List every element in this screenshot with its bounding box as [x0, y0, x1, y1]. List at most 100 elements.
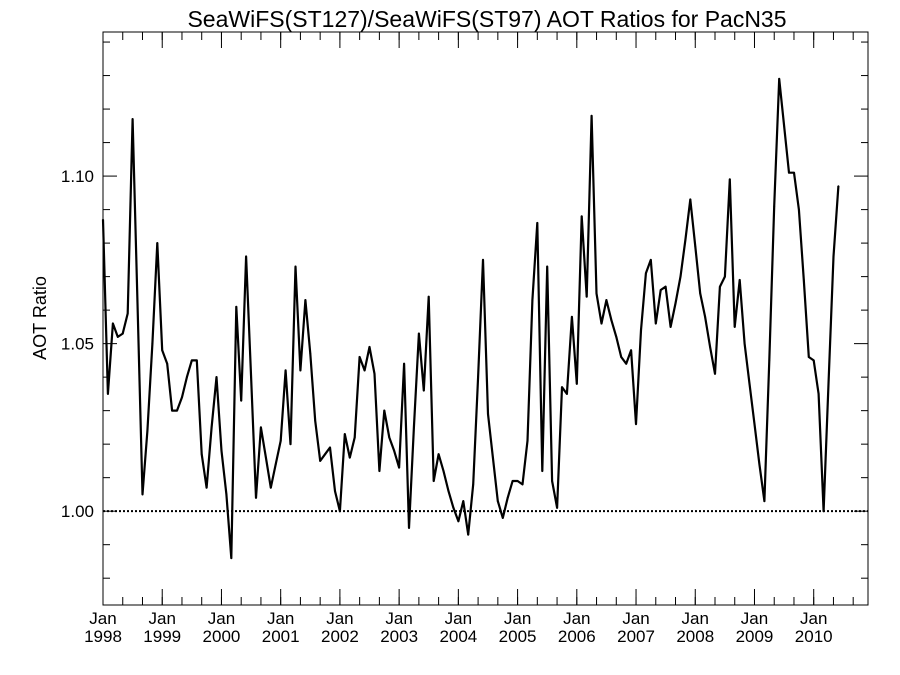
data-point [482, 258, 484, 261]
data-point [817, 392, 820, 395]
data-point [195, 359, 198, 362]
data-point [334, 490, 336, 492]
data-point [605, 299, 608, 301]
data-point [200, 453, 203, 456]
x-tick-label-year: 2007 [617, 627, 655, 646]
data-point [378, 470, 381, 472]
x-tick-label-year: 2003 [380, 627, 418, 646]
data-point [753, 423, 756, 425]
data-point [679, 275, 682, 278]
data-point [827, 382, 830, 385]
data-point [437, 453, 440, 456]
data-point [403, 362, 405, 365]
data-point [126, 312, 129, 315]
data-point [240, 399, 243, 402]
x-tick-label-month: Jan [267, 609, 294, 628]
data-point [181, 396, 183, 399]
data-point [121, 332, 124, 335]
data-point [205, 486, 208, 489]
data-point [422, 389, 425, 392]
data-point [793, 171, 795, 174]
x-tick-label-year: 2004 [439, 627, 477, 646]
x-tick-label-year: 2006 [558, 627, 596, 646]
data-point [413, 426, 415, 429]
data-point [575, 382, 578, 385]
data-point [339, 510, 341, 513]
data-point [408, 527, 410, 529]
data-point [477, 376, 479, 379]
data-point [131, 118, 134, 121]
data-point [210, 426, 213, 429]
x-tick-label-month: Jan [504, 609, 531, 628]
data-point [832, 255, 835, 258]
data-point [393, 449, 396, 452]
data-point [822, 510, 825, 513]
data-point [812, 359, 815, 362]
data-point [417, 332, 420, 335]
data-point [373, 372, 376, 375]
data-point [299, 369, 302, 372]
data-point [556, 506, 558, 509]
x-tick-label-month: Jan [149, 609, 176, 628]
data-point [107, 392, 109, 395]
data-point [640, 329, 642, 332]
x-tick-label-year: 2002 [321, 627, 359, 646]
data-point [615, 336, 618, 338]
x-tick-label-month: Jan [89, 609, 116, 628]
data-point [141, 493, 144, 496]
data-point [798, 208, 800, 211]
series-line [101, 77, 840, 560]
data-point [669, 325, 672, 328]
x-tick-label-month: Jan [563, 609, 590, 628]
x-tick-label-year: 1998 [84, 627, 122, 646]
data-point [704, 315, 707, 318]
data-point [353, 436, 356, 439]
data-point [659, 289, 662, 291]
data-point [645, 272, 647, 275]
data-point [284, 369, 287, 372]
data-point [294, 265, 297, 268]
data-point [304, 299, 307, 301]
data-point [778, 78, 781, 80]
plot-frame [102, 31, 869, 606]
data-point [462, 500, 465, 503]
x-tick-label-year: 2005 [499, 627, 537, 646]
data-point [551, 480, 554, 482]
data-point [714, 372, 716, 375]
data-point [487, 413, 489, 415]
data-point [580, 215, 583, 218]
data-point [225, 493, 228, 496]
data-point [220, 449, 223, 452]
data-point [368, 346, 371, 348]
data-point [536, 222, 539, 224]
data-point [348, 456, 351, 459]
data-point [343, 433, 346, 436]
data-point [620, 356, 623, 358]
data-point [664, 285, 667, 288]
data-point [733, 325, 736, 328]
data-point [269, 486, 272, 489]
data-point [496, 500, 499, 503]
x-tick-label-year: 2008 [676, 627, 714, 646]
data-point [630, 349, 632, 352]
data-point [516, 480, 519, 482]
data-point [447, 490, 450, 492]
data-point [274, 463, 277, 466]
data-point [176, 409, 178, 412]
data-point [748, 382, 751, 385]
data-point [689, 198, 692, 201]
data-point [511, 480, 514, 482]
x-tick-label-month: Jan [682, 609, 709, 628]
data-point [146, 429, 149, 432]
data-point [546, 265, 549, 268]
data-point [289, 443, 292, 446]
x-tick-label-year: 2000 [203, 627, 241, 646]
data-point [186, 376, 188, 379]
data-point [585, 295, 588, 298]
data-point [709, 346, 711, 348]
data-point [728, 178, 731, 181]
data-point [324, 453, 326, 456]
chart-title: SeaWiFS(ST127)/SeaWiFS(ST97) AOT Ratios … [187, 6, 786, 32]
y-tick-label: 1.05 [61, 335, 94, 354]
data-point [674, 302, 677, 305]
